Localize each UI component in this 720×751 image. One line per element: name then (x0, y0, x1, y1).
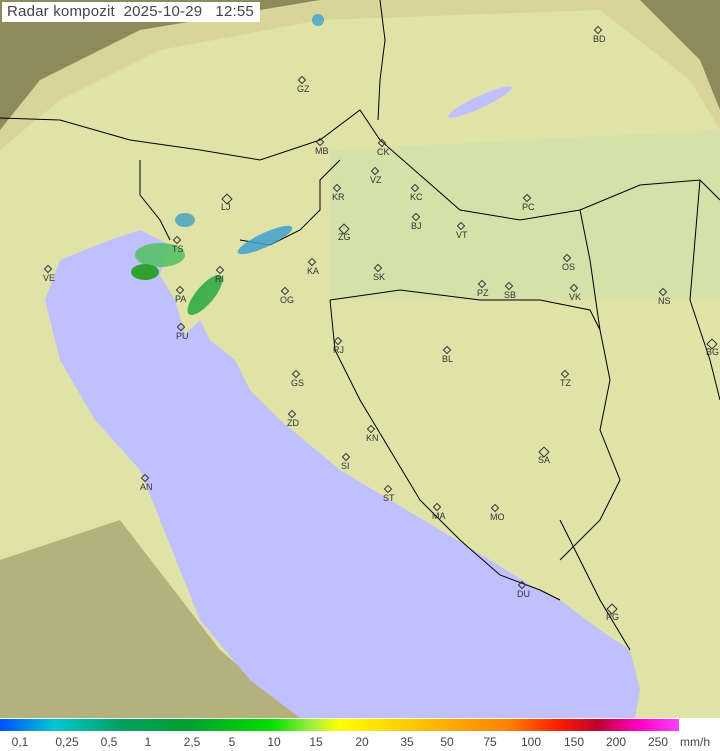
city-label: KC (410, 192, 423, 202)
city-label: SB (504, 290, 517, 300)
city-label: CK (377, 147, 390, 157)
city-label: MA (432, 511, 446, 521)
city-label: PU (176, 331, 189, 341)
city-label: SK (373, 272, 386, 282)
city-label: TS (172, 244, 184, 254)
city-label: VZ (370, 175, 382, 185)
legend-label: 200 (605, 735, 627, 749)
legend-label: 0,5 (100, 735, 118, 749)
city-label: SI (341, 461, 350, 471)
city-label: ZD (287, 418, 299, 428)
city-label: PZ (477, 288, 489, 298)
city-label: SA (538, 455, 551, 465)
legend-label: 0,25 (55, 735, 79, 749)
city-label: MB (315, 146, 329, 156)
legend-label: 5 (228, 735, 236, 749)
legend-label: 35 (400, 735, 414, 749)
radar-echoes (131, 14, 324, 316)
map-title: Radar kompozit 2025-10-29 12:55 (2, 2, 260, 22)
city-label: ZG (338, 232, 351, 242)
city-label: PG (606, 612, 620, 622)
city-label: KN (366, 433, 379, 443)
city-label: VK (569, 292, 582, 302)
city-label: BG (706, 347, 720, 357)
city-label: VE (43, 273, 56, 283)
adriatic-sea (45, 230, 640, 718)
city-label: AN (140, 482, 153, 492)
legend-label: 150 (563, 735, 585, 749)
city-label: NS (658, 296, 671, 306)
city-label: GS (291, 378, 305, 388)
city-label: PC (522, 202, 535, 212)
legend-label: 10 (267, 735, 281, 749)
city-label: RI (215, 274, 224, 284)
legend-labels: 0,1 0,25 0,5 1 2,5 5 10 15 20 35 50 75 100 150 200 250 m… (0, 735, 720, 751)
city-label: LJ (221, 202, 231, 212)
city-label: KR (332, 192, 345, 202)
city-label: OS (562, 262, 576, 272)
apennines (0, 520, 300, 718)
legend-label: 250 (647, 735, 669, 749)
city-label: OG (280, 295, 295, 305)
city-label: ST (383, 493, 395, 503)
city-label: BL (442, 354, 454, 364)
city-label: TZ (560, 378, 571, 388)
legend-label: 20 (355, 735, 369, 749)
radar-map[interactable] (0, 0, 720, 718)
city-label: VT (456, 230, 468, 240)
city-label: PA (175, 294, 187, 304)
legend-label: 75 (483, 735, 497, 749)
legend-label: 50 (440, 735, 454, 749)
city-label: GZ (297, 84, 310, 94)
legend-label: 100 (520, 735, 542, 749)
precipitation-color-scale (0, 719, 679, 731)
city-label: DU (517, 589, 530, 599)
city-label: KA (307, 266, 320, 276)
city-label: BJ (411, 221, 422, 231)
pannonian-plain (330, 130, 720, 300)
legend-unit: mm/h (680, 735, 710, 749)
legend-label: 1 (144, 735, 152, 749)
lake-balaton (448, 86, 512, 118)
city-label: BD (593, 34, 606, 44)
legend-label: 0,1 (11, 735, 29, 749)
legend-label: 15 (309, 735, 323, 749)
city-label: RJ (333, 345, 344, 355)
legend-label: 2,5 (183, 735, 201, 749)
city-label: MO (490, 512, 505, 522)
country-borders (0, 0, 720, 651)
